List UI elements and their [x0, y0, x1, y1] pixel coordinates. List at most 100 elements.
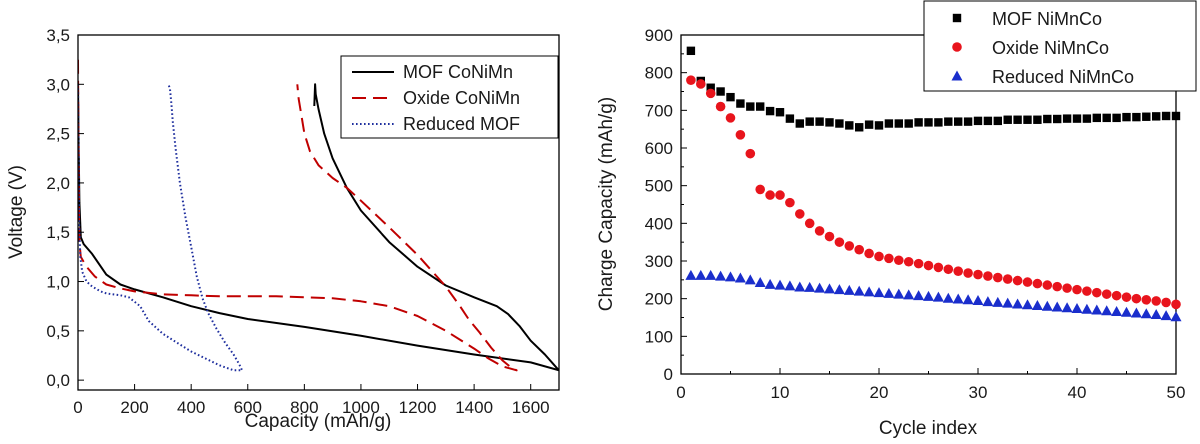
- data-point-oxide-nimnco: [795, 209, 805, 219]
- data-point-oxide-nimnco: [1002, 274, 1013, 284]
- data-point-oxide-nimnco: [963, 268, 973, 278]
- y-tick-label-right: 300: [645, 252, 673, 271]
- data-point-reduced-nimnco: [1150, 308, 1162, 319]
- x-tick-label-right: 20: [870, 383, 889, 402]
- data-point-oxide-nimnco: [894, 255, 904, 266]
- data-point-mof-nimnco: [845, 121, 854, 130]
- y-tick-label-right: 500: [645, 177, 673, 196]
- data-point-mof-nimnco: [756, 102, 765, 111]
- y-tick-label-right: 100: [645, 327, 673, 346]
- data-point-mof-nimnco: [746, 102, 755, 111]
- y-tick-label-left: 3,0: [46, 75, 70, 94]
- y-tick-label-left: 3,5: [46, 26, 70, 45]
- x-tick-label-left: 200: [120, 398, 148, 417]
- x-axis-title-right: Cycle index: [879, 418, 978, 439]
- data-point-reduced-nimnco: [804, 281, 816, 292]
- y-tick-label-left: 0,5: [46, 322, 70, 341]
- data-point-reduced-nimnco: [1061, 302, 1073, 313]
- data-point-mof-nimnco: [1053, 114, 1062, 124]
- data-point-reduced-nimnco: [814, 282, 826, 293]
- data-point-oxide-nimnco: [844, 241, 855, 251]
- data-point-reduced-nimnco: [952, 293, 964, 304]
- data-point-reduced-nimnco: [1041, 300, 1053, 311]
- x-tick-label-right: 30: [969, 383, 988, 402]
- data-point-reduced-nimnco: [1081, 303, 1093, 314]
- data-point-oxide-nimnco: [1141, 294, 1152, 305]
- y-tick-label-left: 1,0: [46, 273, 70, 292]
- data-point-oxide-nimnco: [923, 260, 934, 271]
- data-point-reduced-nimnco: [1140, 308, 1152, 319]
- data-point-mof-nimnco: [815, 117, 824, 126]
- y-tick-label-right: 800: [645, 64, 673, 83]
- x-tick-label-left: 1400: [455, 398, 493, 417]
- data-point-oxide-nimnco: [884, 253, 894, 264]
- data-point-oxide-nimnco: [735, 130, 746, 140]
- data-point-mof-nimnco: [864, 120, 874, 129]
- y-tick-label-left: 2,0: [46, 174, 70, 193]
- data-point-mof-nimnco: [924, 118, 933, 127]
- y-tick-label-left: 1,5: [46, 223, 70, 242]
- x-tick-label-right: 50: [1167, 383, 1186, 402]
- y-tick-label-right: 600: [645, 139, 673, 158]
- data-point-reduced-nimnco: [1031, 299, 1043, 310]
- data-point-reduced-nimnco: [863, 286, 875, 297]
- data-point-mof-nimnco: [884, 119, 894, 128]
- data-point-mof-nimnco: [983, 116, 993, 126]
- data-point-oxide-nimnco: [913, 258, 924, 269]
- legend-right: MOF NiMnCo Oxide NiMnCo Reduced NiMnCo: [923, 0, 1197, 92]
- data-point-mof-nimnco: [1072, 114, 1082, 123]
- data-point-reduced-nimnco: [833, 284, 845, 295]
- legend-marker-shape: [951, 70, 963, 81]
- y-axis-title-left: Voltage (V): [6, 165, 27, 259]
- data-point-mof-nimnco: [1033, 115, 1042, 124]
- y-tick-label-right: 0: [664, 365, 673, 384]
- data-point-oxide-nimnco: [814, 226, 825, 236]
- data-point-mof-nimnco: [765, 106, 775, 116]
- data-point-reduced-nimnco: [1130, 307, 1142, 318]
- data-point-oxide-nimnco: [1072, 284, 1082, 295]
- data-point-reduced-nimnco: [972, 295, 984, 306]
- data-point-oxide-nimnco: [1042, 280, 1053, 290]
- data-point-reduced-nimnco: [1022, 299, 1033, 310]
- data-point-oxide-nimnco: [1111, 290, 1122, 301]
- data-point-oxide-nimnco: [834, 237, 845, 247]
- data-point-reduced-nimnco: [794, 281, 806, 292]
- data-point-reduced-nimnco: [1101, 305, 1113, 316]
- legend-label-oxide: Oxide CoNiMn: [403, 88, 520, 108]
- data-point-mof-nimnco: [1013, 115, 1022, 124]
- data-point-oxide-nimnco: [1052, 281, 1062, 292]
- data-point-mof-nimnco: [1112, 113, 1121, 123]
- data-point-mof-nimnco: [1043, 114, 1052, 124]
- data-point-mof-nimnco: [716, 87, 725, 96]
- legend-label-oxide-nimnco: Oxide NiMnCo: [992, 38, 1109, 58]
- legend-label-mof: MOF CoNiMn: [403, 62, 513, 82]
- x-tick-label-right: 10: [771, 383, 790, 402]
- data-point-oxide-nimnco: [1161, 297, 1171, 308]
- x-tick-label-right: 0: [676, 383, 685, 402]
- data-point-mof-nimnco: [795, 119, 804, 128]
- voltage-series-group: [78, 59, 559, 372]
- data-point-reduced-nimnco: [1071, 302, 1083, 313]
- data-point-oxide-nimnco: [864, 248, 874, 259]
- y-tick-label-right: 200: [645, 290, 673, 309]
- data-point-reduced-nimnco: [784, 280, 796, 291]
- data-point-oxide-nimnco: [1092, 287, 1102, 298]
- y-axis-ticks-right: 0 100 200 300 400 500 600 700 800 900: [645, 26, 687, 384]
- data-point-mof-nimnco: [1171, 111, 1181, 121]
- data-point-oxide-nimnco: [933, 262, 944, 273]
- data-point-oxide-nimnco: [973, 269, 983, 280]
- legend-marker-shape: [952, 13, 962, 23]
- legend-marker-reduced: [951, 70, 963, 81]
- data-point-oxide-nimnco: [686, 75, 696, 85]
- y-axis-ticks-left: 0,0 0,5 1,0 1,5 2,0 2,5 3,0 3,5: [46, 26, 84, 390]
- data-point-oxide-nimnco: [903, 256, 914, 267]
- legend-label-reduced: Reduced MOF: [403, 114, 520, 134]
- data-point-reduced-nimnco: [883, 287, 895, 298]
- data-point-reduced-nimnco: [853, 285, 865, 296]
- x-tick-label-left: 600: [234, 398, 262, 417]
- data-point-reduced-nimnco: [685, 269, 697, 280]
- data-point-mof-nimnco: [904, 119, 913, 128]
- data-point-oxide-nimnco: [1032, 278, 1043, 289]
- data-point-oxide-nimnco: [1101, 289, 1112, 299]
